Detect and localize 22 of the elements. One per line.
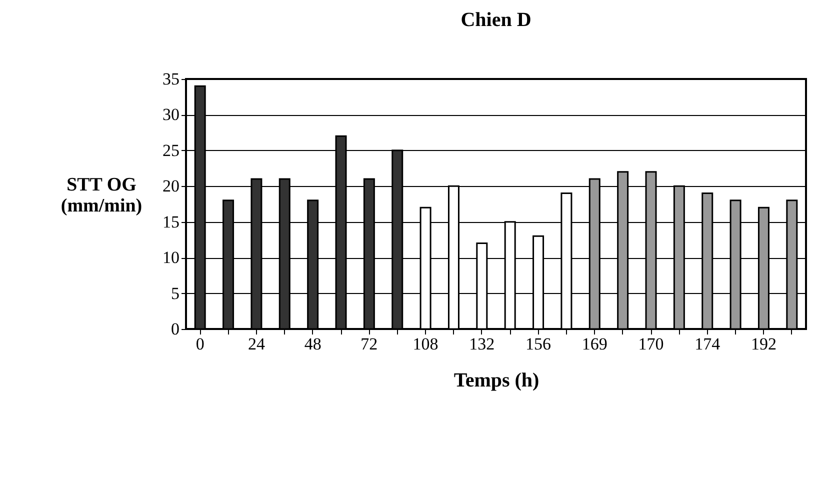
x-tick-label: 174 bbox=[694, 334, 721, 354]
y-tick-label: 15 bbox=[162, 212, 180, 232]
y-tick-label: 20 bbox=[162, 176, 180, 196]
x-tick-label: 169 bbox=[582, 334, 608, 354]
y-tick-label: 35 bbox=[162, 70, 180, 88]
x-tick-label: 132 bbox=[469, 334, 495, 354]
y-tick-label: 25 bbox=[162, 140, 180, 160]
x-tick-label: 72 bbox=[360, 334, 378, 354]
x-tick-label: 0 bbox=[196, 334, 204, 354]
x-tick-label: 192 bbox=[750, 334, 776, 354]
y-tick-label: 5 bbox=[171, 284, 180, 303]
y-axis-title: STT OG (mm/min) bbox=[60, 174, 142, 216]
x-tick-label: 24 bbox=[248, 334, 266, 354]
y-tick-label: 30 bbox=[162, 105, 180, 124]
chart-title: Chien D bbox=[460, 9, 532, 31]
x-tick-label: 170 bbox=[638, 334, 664, 354]
x-axis-title: Temps (h) bbox=[454, 370, 540, 392]
x-tick-label: 48 bbox=[304, 334, 322, 354]
x-tick-label: 156 bbox=[526, 334, 552, 354]
y-tick-label: 0 bbox=[171, 320, 180, 338]
x-tick-label: 108 bbox=[412, 334, 438, 354]
y-tick-label: 10 bbox=[162, 248, 180, 268]
